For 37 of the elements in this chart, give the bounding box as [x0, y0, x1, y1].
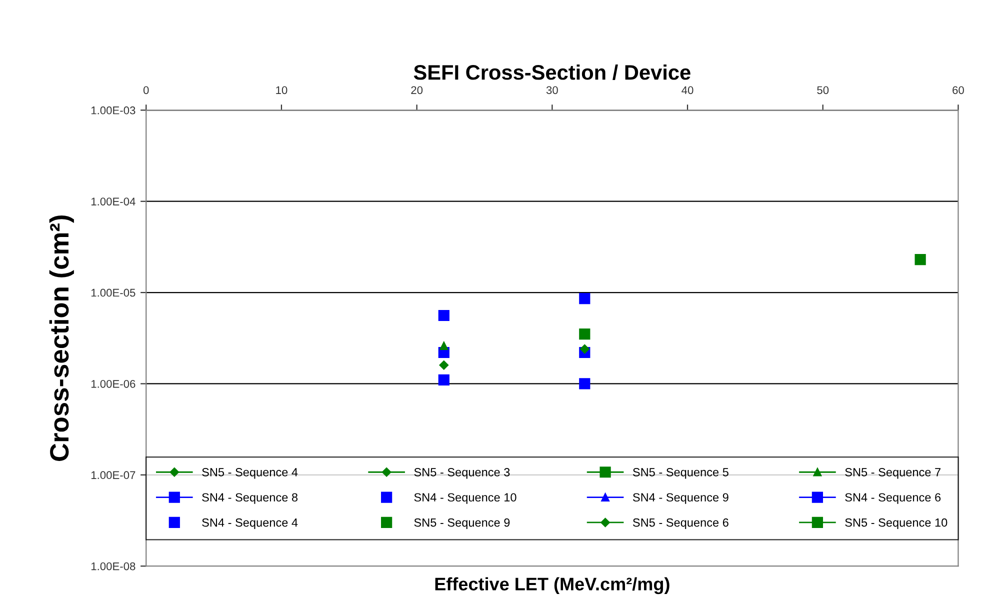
chart-title: SEFI Cross-Section / Device	[414, 64, 690, 80]
point	[438, 310, 450, 322]
point	[579, 378, 590, 390]
x-tick-label: 20	[411, 86, 423, 94]
x-tick-label: 40	[682, 86, 694, 94]
y-tick-label: 1.00E-03	[91, 106, 136, 114]
legend-label: SN5 - Sequence 9	[414, 518, 510, 530]
y-axis-title: Cross-section (cm²)	[49, 216, 74, 461]
point	[440, 342, 448, 350]
legend-label: SN5 - Sequence 6	[632, 518, 728, 530]
legend-label: SN5 - Sequence 7	[845, 468, 940, 479]
legend-label: SN4 - Sequence 4	[202, 518, 298, 530]
x-tick-label: 30	[546, 86, 558, 94]
y-tick-label: 1.00E-05	[91, 288, 136, 297]
legend-label: SN5 - Sequence 10	[845, 518, 948, 530]
x-tick-label: 50	[817, 86, 829, 94]
y-tick-label: 1.00E-08	[91, 562, 136, 570]
legend-label: SN5 - Sequence 5	[632, 468, 728, 479]
legend-label: SN5 - Sequence 4	[202, 468, 298, 479]
y-tick-label: 1.00E-06	[91, 380, 136, 388]
x-tick-label: 0	[143, 86, 149, 94]
legend-label: SN4 - Sequence 10	[414, 493, 516, 504]
legend-label: SN4 - Sequence 8	[202, 493, 298, 504]
legend-label: SN4 - Sequence 6	[845, 493, 941, 504]
x-axis-title: Effective LET (MeV.cm²/mg)	[435, 577, 670, 594]
point	[579, 292, 590, 304]
point	[580, 344, 590, 354]
y-tick-label: 1.00E-04	[91, 198, 136, 206]
legend-label: SN4 - Sequence 9	[632, 493, 728, 504]
legend-label: SN5 - Sequence 3	[414, 468, 510, 479]
point	[438, 374, 450, 386]
point	[914, 254, 926, 266]
y-tick-label: 1.00E-07	[91, 471, 136, 480]
point	[579, 328, 590, 340]
x-tick-label: 10	[276, 86, 288, 94]
x-tick-label: 60	[952, 86, 964, 94]
point	[439, 360, 449, 370]
